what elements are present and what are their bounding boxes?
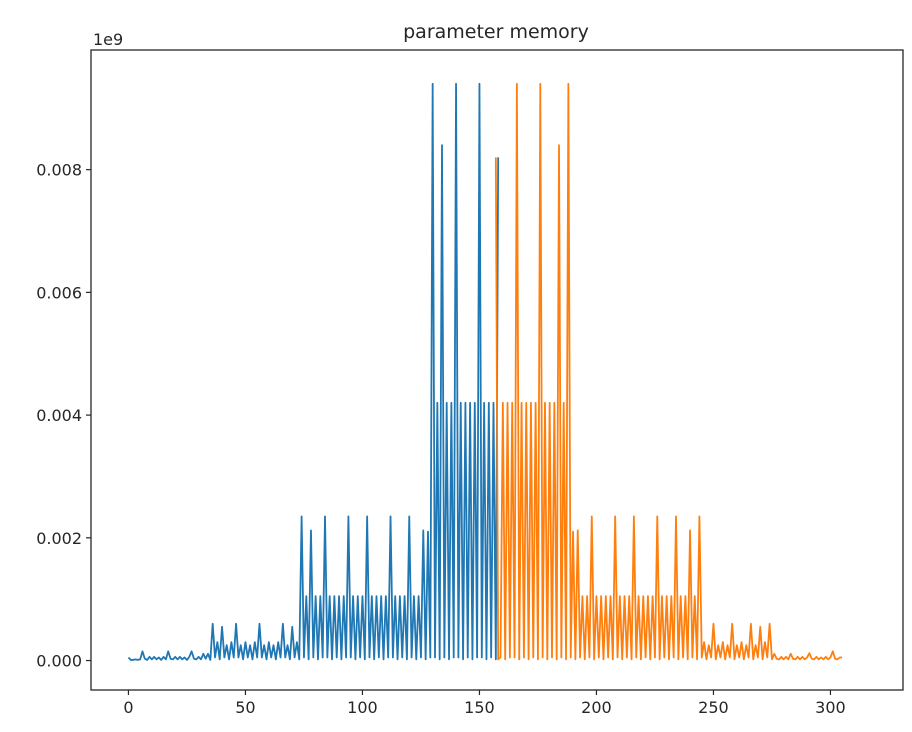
- chart-title: parameter memory: [403, 21, 589, 43]
- y-tick-label: 0.006: [36, 283, 82, 302]
- x-tick-label: 0: [123, 698, 133, 717]
- x-tick-label: 250: [698, 698, 729, 717]
- x-tick-label: 50: [235, 698, 255, 717]
- y-axis: 0.000 0.002 0.004 0.006 0.008: [36, 161, 91, 671]
- axes-frame: [90, 49, 904, 691]
- x-axis: 0 50 100 150 200 250 300: [123, 690, 846, 717]
- x-tick-label: 150: [464, 698, 495, 717]
- x-tick-label: 100: [347, 698, 378, 717]
- y-tick-label: 0.004: [36, 406, 82, 425]
- line-series-1: [127, 82, 500, 661]
- x-tick-label: 300: [815, 698, 846, 717]
- y-tick-label: 0.002: [36, 529, 82, 548]
- plot-lines: [127, 82, 843, 661]
- y-tick-label: 0.000: [36, 652, 82, 671]
- line-series-2: [494, 82, 843, 661]
- x-tick-label: 200: [581, 698, 612, 717]
- y-offset-label: 1e9: [93, 30, 123, 49]
- y-tick-label: 0.008: [36, 161, 82, 180]
